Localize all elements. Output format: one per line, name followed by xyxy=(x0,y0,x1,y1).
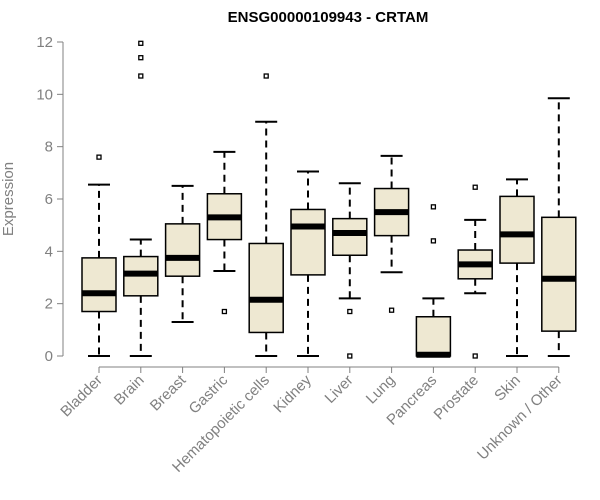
outlier-point xyxy=(347,353,353,359)
y-tick-label: 12 xyxy=(36,34,53,51)
box-prostate xyxy=(457,184,493,359)
box-gastric xyxy=(206,150,243,315)
x-tick-label: Brain xyxy=(111,372,148,409)
y-tick-label: 0 xyxy=(45,348,53,365)
outlier-point xyxy=(430,204,437,210)
boxplot-series xyxy=(81,40,577,359)
y-tick-label: 4 xyxy=(45,243,53,260)
outlier-point xyxy=(221,308,228,315)
iqr-box xyxy=(499,195,535,264)
box-unknown-other xyxy=(541,97,577,357)
y-tick-label: 10 xyxy=(36,86,53,103)
x-tick-label: Kidney xyxy=(270,371,315,416)
iqr-box xyxy=(290,208,326,276)
box-lung xyxy=(373,154,410,313)
iqr-box xyxy=(332,217,368,257)
iqr-box xyxy=(541,216,577,332)
x-tick-label: Liver xyxy=(322,372,357,407)
chart-title: ENSG00000109943 - CRTAM xyxy=(228,9,429,26)
y-tick-label: 2 xyxy=(45,296,53,313)
x-tick-label: Lung xyxy=(363,372,399,408)
outlier-point xyxy=(347,308,353,315)
box-brain xyxy=(123,40,159,357)
box-breast xyxy=(164,184,201,323)
x-tick-label: Bladder xyxy=(57,372,106,421)
box-hematopoietic-cells xyxy=(248,73,284,357)
y-axis-label: Expression xyxy=(0,162,17,236)
outlier-point xyxy=(138,40,144,46)
y-tick-label: 6 xyxy=(45,191,53,208)
outlier-point xyxy=(138,73,144,79)
outlier-point xyxy=(96,154,102,160)
iqr-box xyxy=(415,316,452,357)
outlier-point xyxy=(138,55,144,61)
outlier-point xyxy=(388,307,395,313)
iqr-box xyxy=(81,257,117,313)
box-bladder xyxy=(81,154,117,357)
box-liver xyxy=(332,182,368,359)
outlier-point xyxy=(430,238,437,244)
y-tick-label: 8 xyxy=(45,139,53,156)
y-axis: 0 2 4 6 8 10 12 xyxy=(36,34,64,365)
iqr-box xyxy=(248,242,284,334)
iqr-box xyxy=(164,223,201,277)
x-tick-label: Skin xyxy=(491,372,524,405)
box-pancreas xyxy=(415,204,452,358)
outlier-point xyxy=(263,73,269,79)
outlier-point xyxy=(472,184,478,190)
box-kidney xyxy=(290,170,326,357)
x-tick-label: Breast xyxy=(147,371,190,414)
box-skin xyxy=(499,178,535,357)
x-tick-label: Prostate xyxy=(430,372,482,424)
outlier-point xyxy=(472,353,478,359)
